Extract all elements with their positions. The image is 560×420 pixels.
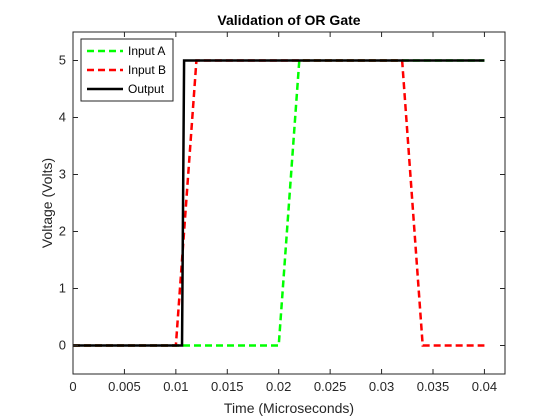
x-tick-label: 0.02 [266,379,291,394]
y-tick-label: 0 [59,338,66,353]
x-tick-label: 0.025 [314,379,347,394]
legend-label: Input B [128,63,166,77]
y-axis-label: Voltage (Volts) [39,158,55,248]
chart-title: Validation of OR Gate [217,12,360,28]
x-tick-label: 0.03 [369,379,394,394]
x-tick-label: 0.005 [108,379,141,394]
legend-label: Input A [128,44,165,58]
legend-label: Output [128,82,165,96]
x-tick-label: 0.035 [417,379,450,394]
ticks-layer: 0 0.005 0.01 0.015 0.02 0.025 0.03 0.035 0.04 0 1 2… [59,32,505,394]
series-layer [73,59,485,347]
y-tick-label: 3 [59,167,66,182]
legend-box [80,38,174,102]
y-tick-label: 5 [59,53,66,68]
x-tick-label: 0.01 [163,379,188,394]
x-tick-label: 0.015 [211,379,244,394]
legend: Input A Input B Output [80,38,174,102]
series-line-output [73,59,485,347]
x-axis-label: Time (Microseconds) [224,400,354,416]
plot-border [72,31,506,375]
y-tick-label: 2 [59,224,66,239]
y-tick-label: 1 [59,281,66,296]
y-tick-label: 4 [59,110,66,125]
x-tick-label: 0 [69,379,76,394]
x-tick-label: 0.04 [472,379,497,394]
